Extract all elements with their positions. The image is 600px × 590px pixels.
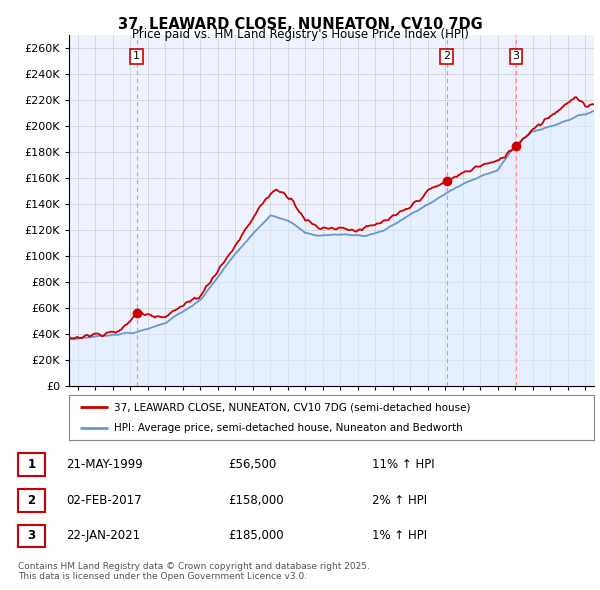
Text: 22-JAN-2021: 22-JAN-2021 — [66, 529, 140, 542]
Text: 2% ↑ HPI: 2% ↑ HPI — [372, 494, 427, 507]
Text: £158,000: £158,000 — [228, 494, 284, 507]
Text: Contains HM Land Registry data © Crown copyright and database right 2025.
This d: Contains HM Land Registry data © Crown c… — [18, 562, 370, 581]
Text: Price paid vs. HM Land Registry's House Price Index (HPI): Price paid vs. HM Land Registry's House … — [131, 28, 469, 41]
Text: £56,500: £56,500 — [228, 458, 276, 471]
Text: 3: 3 — [512, 51, 520, 61]
Text: 21-MAY-1999: 21-MAY-1999 — [66, 458, 143, 471]
Text: 2: 2 — [443, 51, 450, 61]
Text: 1: 1 — [133, 51, 140, 61]
Text: 37, LEAWARD CLOSE, NUNEATON, CV10 7DG (semi-detached house): 37, LEAWARD CLOSE, NUNEATON, CV10 7DG (s… — [113, 402, 470, 412]
Text: 1% ↑ HPI: 1% ↑ HPI — [372, 529, 427, 542]
Text: 02-FEB-2017: 02-FEB-2017 — [66, 494, 142, 507]
Text: 1: 1 — [28, 458, 35, 471]
Text: HPI: Average price, semi-detached house, Nuneaton and Bedworth: HPI: Average price, semi-detached house,… — [113, 422, 463, 432]
Text: 11% ↑ HPI: 11% ↑ HPI — [372, 458, 434, 471]
Text: 3: 3 — [28, 529, 35, 542]
Text: 37, LEAWARD CLOSE, NUNEATON, CV10 7DG: 37, LEAWARD CLOSE, NUNEATON, CV10 7DG — [118, 17, 482, 31]
Text: 2: 2 — [28, 494, 35, 507]
Text: £185,000: £185,000 — [228, 529, 284, 542]
